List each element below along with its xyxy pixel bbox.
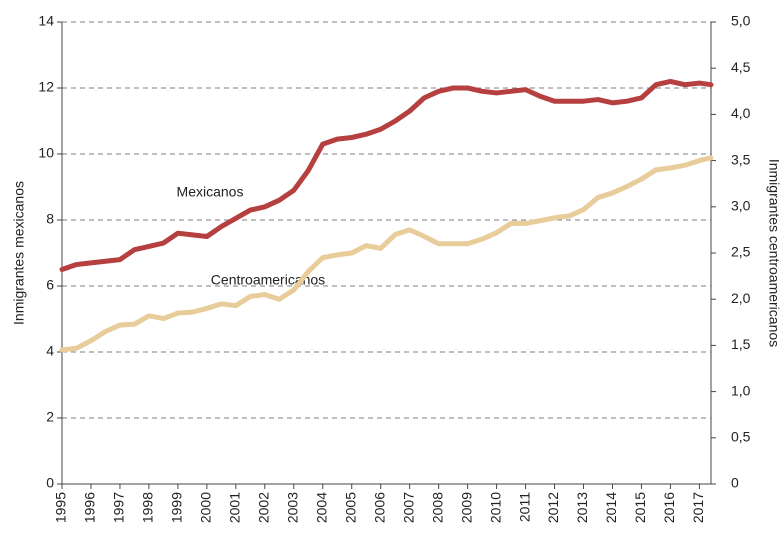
y2-tick-label: 3,5 bbox=[731, 151, 751, 167]
y2-tick-label: 3,0 bbox=[731, 198, 751, 214]
x-tick-label: 2013 bbox=[574, 492, 590, 523]
x-tick-label: 1996 bbox=[82, 492, 98, 523]
x-tick-label: 2007 bbox=[400, 492, 416, 523]
y2-tick-label: 0,5 bbox=[731, 429, 751, 445]
x-tick-label: 2010 bbox=[487, 492, 503, 523]
x-tick-label: 2006 bbox=[371, 492, 387, 523]
y2-tick-label: 5,0 bbox=[731, 13, 751, 29]
y2-tick-label: 4,0 bbox=[731, 105, 751, 121]
y-tick-label: 8 bbox=[46, 211, 54, 227]
y2-tick-label: 2,0 bbox=[731, 290, 751, 306]
y2-axis-label: Inmigrantes centroamericanos bbox=[766, 159, 782, 347]
annotation: Mexicanos bbox=[177, 184, 244, 200]
x-tick-label: 2016 bbox=[661, 492, 677, 523]
series-line bbox=[59, 155, 714, 353]
y-axis-label: Inmigrantes mexicanos bbox=[11, 181, 27, 325]
y-tick-label: 0 bbox=[46, 475, 54, 491]
x-tick-label: 1999 bbox=[169, 492, 185, 523]
x-tick-label: 2003 bbox=[284, 492, 300, 523]
y-tick-label: 6 bbox=[46, 277, 54, 293]
x-tick-label: 2017 bbox=[690, 492, 706, 523]
x-tick-label: 2002 bbox=[256, 492, 272, 523]
x-tick-label: 1997 bbox=[111, 492, 127, 523]
x-tick-label: 2009 bbox=[458, 492, 474, 523]
y-tick-label: 2 bbox=[46, 409, 54, 425]
x-tick-label: 2005 bbox=[342, 492, 358, 523]
x-tick-label: 2001 bbox=[227, 492, 243, 523]
y2-tick-label: 4,5 bbox=[731, 59, 751, 75]
y-tick-label: 14 bbox=[38, 13, 54, 29]
y2-tick-label: 1,0 bbox=[731, 382, 751, 398]
x-tick-label: 2014 bbox=[603, 492, 619, 523]
y-tick-label: 4 bbox=[46, 343, 54, 359]
y-tick-label: 12 bbox=[38, 79, 54, 95]
x-tick-label: 2015 bbox=[632, 492, 648, 523]
y2-tick-label: 1,5 bbox=[731, 336, 751, 352]
y2-tick-label: 0 bbox=[731, 475, 739, 491]
y2-tick-label: 2,5 bbox=[731, 244, 751, 260]
series-line bbox=[59, 78, 714, 272]
y-tick-label: 10 bbox=[38, 145, 54, 161]
x-tick-label: 2008 bbox=[429, 492, 445, 523]
x-tick-label: 1995 bbox=[53, 492, 69, 523]
x-tick-label: 2011 bbox=[516, 492, 532, 522]
x-tick-label: 2004 bbox=[313, 492, 329, 523]
x-tick-label: 1998 bbox=[140, 492, 156, 523]
x-tick-label: 2012 bbox=[545, 492, 561, 523]
x-tick-label: 2000 bbox=[198, 492, 214, 523]
